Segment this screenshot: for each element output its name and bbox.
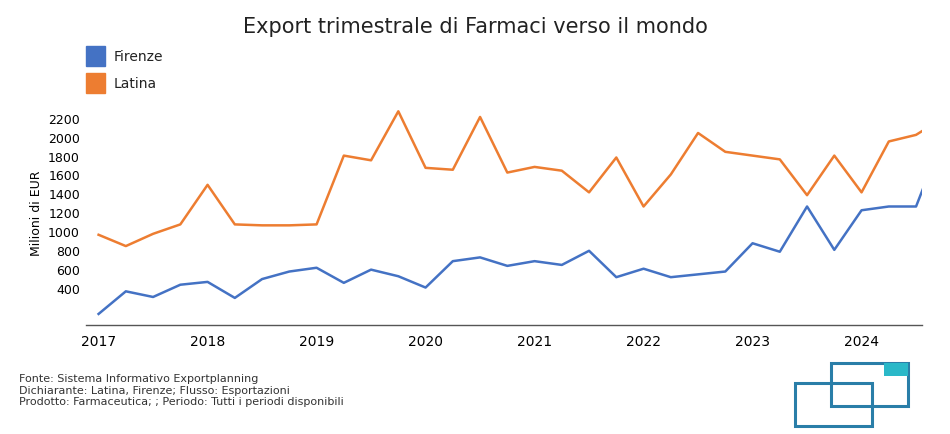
Text: Export trimestrale di Farmaci verso il mondo: Export trimestrale di Farmaci verso il m… bbox=[242, 17, 708, 37]
Bar bbox=[795, 383, 872, 426]
Bar bbox=[884, 363, 908, 377]
Bar bbox=[86, 47, 104, 66]
Bar bbox=[86, 74, 104, 94]
Y-axis label: Milioni di EUR: Milioni di EUR bbox=[29, 170, 43, 255]
Text: Firenze: Firenze bbox=[114, 50, 163, 64]
Bar bbox=[831, 363, 908, 406]
Text: Fonte: Sistema Informativo Exportplanning
Dichiarante: Latina, Firenze; Flusso: : Fonte: Sistema Informativo Exportplannin… bbox=[19, 373, 344, 406]
Text: Latina: Latina bbox=[114, 77, 157, 91]
